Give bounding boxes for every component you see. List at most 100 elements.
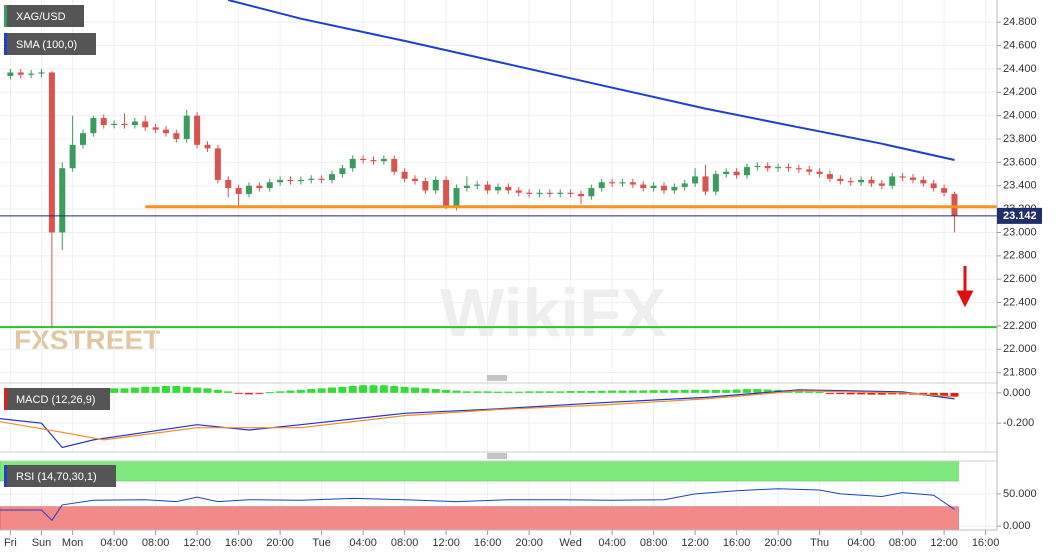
candle-body <box>733 171 740 176</box>
macd-line <box>0 389 955 449</box>
candle-body <box>173 133 180 140</box>
x-tick-label: 16:00 <box>474 537 502 549</box>
macd-histogram-bar <box>130 387 139 393</box>
macd-histogram-bar <box>296 389 305 393</box>
macd-histogram-bar <box>244 392 253 395</box>
macd-histogram-bar <box>649 390 658 393</box>
candle-body <box>443 179 450 207</box>
macd-histogram-bar <box>701 389 710 393</box>
candle-body <box>858 179 865 183</box>
candle-body <box>100 117 107 125</box>
macd-histogram-bar <box>473 391 482 393</box>
candle-body <box>328 174 335 180</box>
candle-body <box>121 123 128 125</box>
candle-body <box>142 121 149 128</box>
candle-body <box>214 148 221 180</box>
candle-body <box>526 192 533 194</box>
macd-histogram-bar <box>545 391 554 393</box>
x-tick-label: 12:00 <box>681 537 709 549</box>
candle-body <box>629 182 636 185</box>
macd-histogram-bar <box>193 387 202 393</box>
macd-histogram-bar <box>732 389 741 393</box>
x-tick-label: Thu <box>810 537 829 549</box>
candle-body <box>681 183 688 187</box>
candle-body <box>588 188 595 197</box>
macd-histogram-bar <box>929 392 938 396</box>
candle-body <box>785 167 792 169</box>
rsi-label: RSI (14,70,30,1) <box>16 471 97 483</box>
candle-body <box>422 181 429 191</box>
y-tick-label: 23.400 <box>1003 180 1037 192</box>
candle-body <box>432 179 439 191</box>
candle-body <box>795 168 802 170</box>
candle-body <box>339 168 346 175</box>
y-tick-label: 22.400 <box>1003 296 1037 308</box>
macd-histogram-bar <box>265 392 274 394</box>
candle-body <box>152 127 159 130</box>
candle-body <box>567 192 574 194</box>
y-tick-label: 22.200 <box>1003 320 1037 332</box>
macd-histogram-bar <box>110 388 119 393</box>
x-tick-label: 04:00 <box>100 537 128 549</box>
last-price-box <box>997 207 1042 224</box>
candle-body <box>277 179 284 183</box>
macd-histogram-bar <box>172 386 181 393</box>
y-tick-label: 21.800 <box>1003 367 1037 379</box>
candle-body <box>878 183 885 186</box>
macd-histogram-bar <box>805 391 814 393</box>
grip <box>487 453 507 459</box>
macd-histogram-bar <box>120 388 129 393</box>
macd-histogram-bar <box>338 386 347 393</box>
macd-tick-label: -0.200 <box>1003 417 1034 429</box>
x-tick-label: 20:00 <box>764 537 792 549</box>
candle-body <box>308 178 315 180</box>
x-tick-label: 08:00 <box>391 537 419 549</box>
macd-histogram-bar <box>639 390 648 393</box>
candle-body <box>79 133 86 145</box>
candle-body <box>951 193 958 216</box>
candle-body <box>235 188 242 194</box>
x-tick-label: 08:00 <box>640 537 668 549</box>
y-tick-label: 22.600 <box>1003 273 1037 285</box>
macd-histogram-bar <box>576 391 585 393</box>
candle-body <box>702 176 709 192</box>
candle-body <box>671 186 678 191</box>
macd-histogram-bar <box>327 387 336 393</box>
x-tick-label: 16:00 <box>723 537 751 549</box>
candle-body <box>546 192 553 194</box>
x-tick-label: Fri <box>4 537 17 549</box>
macd-histogram-bar <box>836 392 845 395</box>
candle-body <box>660 185 667 191</box>
y-tick-label: 22.800 <box>1003 250 1037 262</box>
macd-histogram-bar <box>141 386 150 393</box>
candle-body <box>194 115 201 145</box>
macd-histogram-bar <box>722 389 731 393</box>
candle-body <box>370 160 377 162</box>
candle-body <box>380 158 387 162</box>
candle-body <box>401 171 408 179</box>
legend-box <box>4 5 84 27</box>
watermark: WikiFX <box>440 275 666 351</box>
candle-body <box>764 165 771 169</box>
candle-body <box>577 193 584 197</box>
macd-histogram-bar <box>857 392 866 395</box>
candle-body <box>650 185 657 189</box>
legend-box <box>4 465 116 487</box>
candle-body <box>266 182 273 189</box>
x-tick-label: 04:00 <box>349 537 377 549</box>
macd-histogram-bar <box>504 391 513 393</box>
macd-histogram-bar <box>421 388 430 393</box>
legend-swatch <box>4 465 7 487</box>
sma-line <box>227 0 955 161</box>
candle-body <box>847 181 854 183</box>
macd-histogram-bar <box>307 389 316 393</box>
candle-body <box>225 179 232 189</box>
candle-body <box>775 167 782 169</box>
y-tick-label: 23.600 <box>1003 156 1037 168</box>
x-tick-label: Sun <box>32 537 52 549</box>
candle-body <box>505 186 512 191</box>
x-tick-label: 12:00 <box>930 537 958 549</box>
rsi-line <box>0 488 955 522</box>
y-tick-label: 24.000 <box>1003 110 1037 122</box>
last-price-label: 23.142 <box>1003 210 1037 222</box>
